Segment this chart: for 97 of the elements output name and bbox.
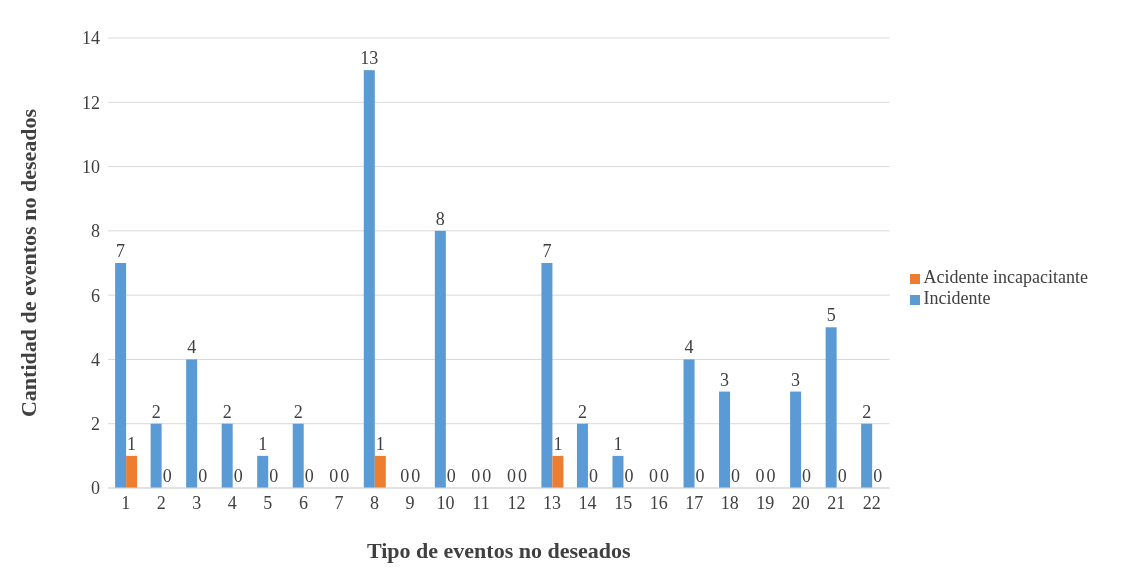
bar — [115, 263, 127, 488]
x-tick-label: 6 — [298, 492, 308, 513]
bar — [683, 359, 695, 488]
y-tick-label: 4 — [91, 349, 100, 370]
data-label: 1 — [375, 433, 385, 454]
legend-label: Incidente — [923, 288, 991, 308]
x-tick-label: 22 — [862, 492, 881, 513]
data-label: 0 — [731, 466, 741, 486]
data-label: 7 — [542, 241, 552, 261]
data-label: 0 — [837, 466, 847, 486]
x-tick-label: 20 — [791, 492, 810, 513]
data-label: 3 — [720, 369, 730, 390]
data-label: 1 — [258, 433, 268, 454]
data-label: 0 — [624, 466, 634, 486]
bar — [790, 391, 802, 488]
bar — [292, 423, 304, 488]
x-tick-label: 9 — [405, 492, 415, 513]
y-tick-label: 2 — [91, 414, 100, 435]
data-label: 0 — [506, 466, 516, 486]
x-tick-label: 2 — [156, 492, 166, 513]
x-tick-label: 11 — [472, 492, 490, 513]
data-label: 0 — [304, 466, 314, 486]
data-label: 0 — [162, 466, 172, 486]
data-label: 3 — [791, 369, 801, 390]
data-label: 2 — [577, 401, 587, 422]
bar — [719, 391, 731, 488]
bar — [576, 423, 588, 488]
data-label: 0 — [660, 466, 669, 486]
x-tick-label: 14 — [578, 492, 597, 513]
x-tick-label: 16 — [649, 492, 668, 513]
data-label: 0 — [400, 466, 410, 486]
x-tick-label: 7 — [334, 492, 344, 513]
bar — [363, 70, 375, 488]
data-label: 0 — [873, 466, 883, 486]
data-label: 0 — [329, 466, 339, 486]
data-label: 0 — [649, 466, 658, 486]
x-tick-label: 13 — [543, 492, 562, 513]
data-label: 2 — [151, 401, 161, 422]
data-label: 0 — [471, 466, 481, 486]
x-tick-label: 17 — [685, 492, 704, 513]
data-label: 0 — [411, 466, 421, 486]
y-tick-label: 8 — [91, 221, 100, 242]
data-label: 2 — [862, 401, 872, 422]
y-axis-title: Cantidad de eventos no deseados — [15, 108, 41, 418]
data-label: 0 — [446, 466, 456, 486]
legend-label: Acidente incapacitante — [923, 267, 1088, 287]
x-tick-label: 5 — [263, 492, 273, 513]
bar — [434, 230, 446, 488]
y-tick-label: 12 — [82, 92, 100, 113]
x-tick-label: 19 — [756, 492, 775, 513]
bar — [861, 423, 873, 488]
x-tick-label: 3 — [192, 492, 202, 513]
data-label: 0 — [802, 466, 812, 486]
bar — [126, 455, 138, 488]
x-tick-label: 15 — [614, 492, 633, 513]
data-label: 0 — [766, 466, 776, 486]
bar — [150, 423, 162, 488]
bar — [374, 455, 386, 488]
data-label: 5 — [826, 305, 836, 326]
bar — [221, 423, 233, 488]
data-label: 1 — [127, 433, 137, 454]
data-label: 0 — [755, 466, 765, 486]
data-label: 0 — [269, 466, 279, 486]
bar — [186, 359, 198, 488]
x-tick-label: 1 — [121, 492, 131, 513]
bar — [825, 327, 837, 488]
data-label: 2 — [222, 401, 232, 422]
data-label: 8 — [435, 208, 445, 229]
x-tick-label: 10 — [436, 492, 455, 513]
x-tick-label: 12 — [507, 492, 526, 513]
data-label: 0 — [588, 466, 598, 486]
data-label: 0 — [340, 466, 350, 486]
x-tick-label: 8 — [369, 492, 379, 513]
data-label: 0 — [482, 466, 492, 486]
data-label: 4 — [684, 337, 694, 358]
bar — [541, 263, 553, 488]
bar — [552, 455, 564, 488]
y-tick-label: 6 — [91, 285, 100, 306]
data-label: 0 — [517, 466, 527, 486]
x-tick-label: 18 — [720, 492, 739, 513]
data-label: 7 — [116, 241, 126, 261]
x-axis-title: Tipo de eventos no deseados — [366, 538, 632, 563]
data-label: 0 — [695, 466, 705, 486]
data-label: 0 — [198, 466, 208, 486]
data-label: 13 — [360, 48, 379, 69]
y-tick-label: 10 — [82, 156, 100, 177]
data-label: 1 — [553, 433, 563, 454]
data-label: 0 — [233, 466, 243, 486]
data-label: 2 — [293, 401, 303, 422]
data-label: 1 — [613, 433, 623, 454]
y-tick-label: 0 — [91, 478, 100, 499]
bar — [612, 455, 624, 488]
data-label: 4 — [187, 337, 197, 358]
y-tick-label: 14 — [82, 28, 100, 49]
bar — [257, 455, 269, 488]
x-tick-label: 4 — [227, 492, 237, 513]
x-tick-label: 21 — [827, 492, 846, 513]
